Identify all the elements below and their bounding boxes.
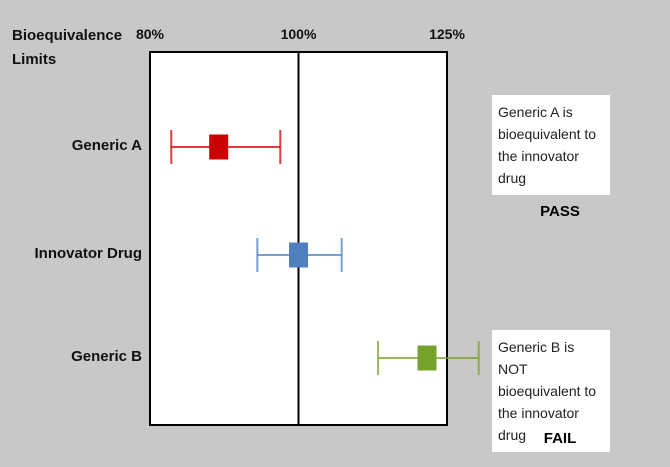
category-label: Innovator Drug [34,245,143,262]
axis-label: Bioequivalence Limits [12,27,123,68]
category-label: Generic A [71,137,142,154]
annotation: Generic B is NOT bioequivalent to the in… [492,330,610,452]
verdict: FAIL [543,430,577,447]
point [209,134,229,160]
category-label: Generic B [71,348,142,365]
point [289,242,308,268]
annotation: Generic A is bioequivalent to the innova… [492,95,610,195]
x-tick-label: 80% [135,26,165,42]
verdict: PASS [540,203,580,220]
x-tick-label: 100% [280,26,317,42]
point [417,345,437,371]
x-tick-label: 125% [429,26,465,42]
